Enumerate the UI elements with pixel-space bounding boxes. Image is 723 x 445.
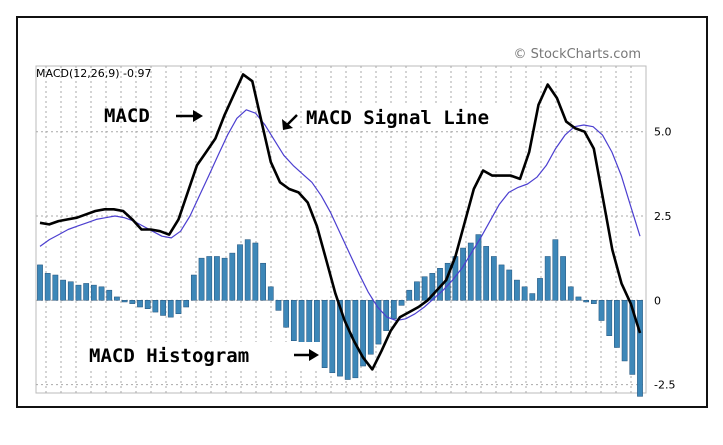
arrow-right-icon bbox=[294, 349, 319, 361]
histogram-bar bbox=[598, 300, 605, 321]
histogram-bar bbox=[137, 300, 143, 308]
histogram-bar bbox=[52, 274, 59, 301]
histogram-bar bbox=[629, 300, 636, 375]
histogram-bar bbox=[298, 300, 305, 347]
histogram-bar bbox=[129, 300, 136, 304]
histogram-bar bbox=[614, 300, 620, 348]
histogram-bar bbox=[406, 289, 413, 301]
cropped-caption-strip bbox=[0, 428, 723, 445]
histogram-bar bbox=[229, 252, 236, 301]
histogram-bar bbox=[344, 300, 351, 380]
histogram-bar bbox=[498, 264, 505, 301]
histogram-bar bbox=[321, 300, 328, 368]
histogram-bar bbox=[475, 234, 482, 301]
histogram-bar bbox=[144, 300, 151, 309]
histogram-bar bbox=[267, 286, 274, 301]
histogram-bar bbox=[583, 300, 590, 303]
histogram-bar bbox=[414, 281, 420, 301]
histogram-bars bbox=[37, 234, 643, 397]
histogram-bar bbox=[252, 242, 259, 301]
histogram-bar bbox=[121, 300, 128, 303]
y-axis-ticks: 5.0 2.5 0 -2.5 bbox=[654, 126, 675, 392]
signal-annotation: MACD Signal Line bbox=[282, 104, 520, 131]
macd-line bbox=[39, 73, 642, 371]
histogram-bar bbox=[290, 300, 297, 341]
histogram-bar bbox=[590, 300, 597, 304]
histogram-bar bbox=[483, 246, 490, 301]
histogram-bar bbox=[514, 279, 520, 301]
histogram-bar bbox=[67, 281, 74, 301]
histogram-bar bbox=[621, 300, 628, 362]
indicator-label: MACD(12,26,9) -0.97 bbox=[36, 67, 152, 80]
histogram-bar bbox=[160, 300, 166, 316]
histogram-bar bbox=[244, 239, 251, 301]
histogram-bar bbox=[367, 300, 374, 355]
histogram-bar bbox=[37, 264, 43, 301]
arrow-right-icon bbox=[176, 110, 203, 122]
histogram-bar bbox=[521, 286, 528, 301]
histogram-bar bbox=[175, 300, 182, 315]
arrow-down-left-icon bbox=[282, 114, 298, 130]
histogram-bar bbox=[283, 300, 290, 328]
histogram-bar bbox=[98, 286, 105, 301]
histogram-bar bbox=[83, 283, 90, 301]
y-tick-label: 2.5 bbox=[654, 210, 672, 223]
histogram-bar bbox=[467, 242, 474, 301]
histogram-bar bbox=[221, 257, 228, 301]
histogram-bar bbox=[360, 300, 366, 367]
histogram-bar bbox=[90, 284, 97, 301]
histogram-bar bbox=[560, 256, 566, 301]
histogram-bar bbox=[237, 244, 243, 301]
histogram-bar bbox=[260, 262, 266, 301]
histogram-bar bbox=[206, 256, 213, 301]
y-tick-label: 0 bbox=[654, 294, 661, 307]
histogram-bar bbox=[575, 296, 582, 301]
histogram-bar bbox=[44, 273, 51, 301]
histogram-bar bbox=[190, 274, 197, 301]
histogram-bar bbox=[637, 300, 643, 397]
histogram-bar bbox=[198, 257, 205, 301]
histogram-bar bbox=[490, 256, 497, 301]
signal-annotation-label: MACD Signal Line bbox=[306, 107, 489, 129]
histogram-bar bbox=[375, 300, 382, 345]
histogram-bar bbox=[390, 300, 397, 320]
histogram-bar bbox=[537, 278, 543, 301]
histogram-bar bbox=[329, 300, 336, 374]
histogram-bar bbox=[214, 256, 220, 301]
macd-annotation-label: MACD bbox=[104, 105, 150, 127]
histogram-annotation-label: MACD Histogram bbox=[89, 345, 249, 367]
histogram-bar bbox=[152, 300, 159, 313]
histogram-bar bbox=[337, 300, 343, 377]
histogram-bar bbox=[529, 293, 536, 301]
histogram-bar bbox=[552, 239, 559, 301]
y-tick-label: 5.0 bbox=[654, 126, 672, 139]
histogram-bar bbox=[506, 269, 513, 301]
line-series bbox=[39, 73, 642, 371]
y-tick-label: -2.5 bbox=[654, 379, 675, 392]
watermark-text: © StockCharts.com bbox=[513, 47, 641, 62]
histogram-bar bbox=[567, 286, 574, 301]
histogram-bar bbox=[114, 296, 120, 301]
histogram-bar bbox=[60, 279, 66, 301]
histogram-bar bbox=[75, 284, 82, 301]
histogram-bar bbox=[275, 300, 282, 311]
histogram-bar bbox=[167, 300, 174, 318]
histogram-annotation: MACD Histogram bbox=[84, 342, 320, 368]
signal-line bbox=[39, 109, 641, 322]
histogram-bar bbox=[460, 247, 466, 301]
histogram-bar bbox=[606, 300, 613, 336]
histogram-bar bbox=[398, 300, 405, 306]
macd-annotation: MACD bbox=[104, 105, 203, 127]
histogram-bar bbox=[421, 276, 428, 301]
histogram-bar bbox=[106, 289, 113, 301]
histogram-bar bbox=[183, 300, 190, 308]
histogram-bar bbox=[544, 256, 551, 301]
